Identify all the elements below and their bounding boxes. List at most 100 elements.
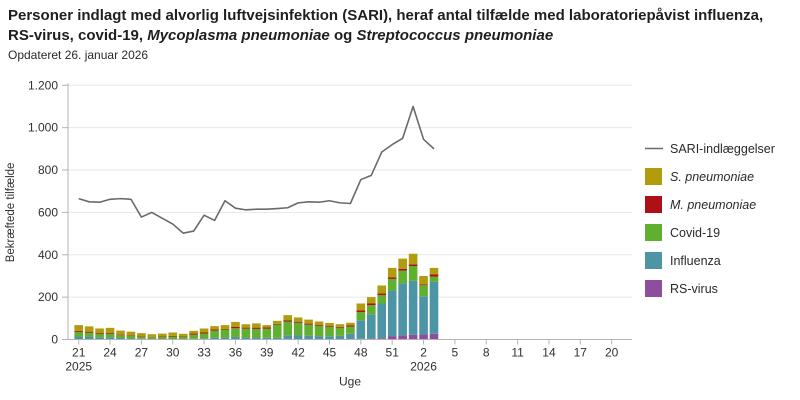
bar-segment-covid-19 bbox=[189, 334, 198, 339]
legend-label-s-pneumoniae: S. pneumoniae bbox=[670, 170, 754, 184]
bar-segment-rs-virus bbox=[408, 334, 418, 340]
bar-segment-influenza bbox=[262, 337, 272, 340]
bar-segment-influenza bbox=[293, 335, 303, 340]
bar-segment-s-pneumoniae bbox=[220, 325, 230, 329]
x-tick-label: 36 bbox=[229, 346, 243, 360]
bar-segment-influenza bbox=[429, 281, 439, 334]
bar-segment-covid-19 bbox=[95, 333, 104, 338]
bar-segment-s-pneumoniae bbox=[147, 334, 157, 337]
bar-segment-m-pneumoniae bbox=[105, 332, 115, 334]
bar-segment-influenza bbox=[398, 283, 407, 336]
bar-segment-influenza bbox=[304, 335, 313, 340]
x-axis-title: Uge bbox=[339, 375, 361, 389]
title-segment: og bbox=[329, 27, 357, 44]
bar-segment-s-pneumoniae bbox=[178, 333, 188, 337]
bar-segment-s-pneumoniae bbox=[241, 324, 251, 328]
bar-segment-covid-19 bbox=[283, 321, 292, 336]
x-tick-label: 45 bbox=[323, 346, 337, 360]
legend-label-influenza: Influenza bbox=[670, 254, 721, 268]
bar-segment-covid-19 bbox=[314, 325, 324, 337]
x-tick-label: 33 bbox=[197, 346, 211, 360]
bar-segment-covid-19 bbox=[356, 312, 366, 321]
bar-segment-covid-19 bbox=[335, 327, 345, 336]
bar-segment-rs-virus bbox=[387, 336, 397, 340]
bar-segment-m-pneumoniae bbox=[95, 333, 104, 334]
bar-segment-influenza bbox=[387, 290, 397, 337]
bar-segment-m-pneumoniae bbox=[419, 284, 428, 286]
bar-segment-m-pneumoniae bbox=[314, 325, 324, 326]
x-tick-label: 42 bbox=[291, 346, 305, 360]
bar-segment-m-pneumoniae bbox=[189, 333, 198, 335]
bar-segment-covid-19 bbox=[272, 324, 282, 338]
bar-segment-influenza bbox=[95, 337, 104, 340]
title-segment: Personer indlagt med alvorlig luftvejsin… bbox=[8, 7, 764, 44]
legend-label-sari-indl-ggelser: SARI-indlæggelser bbox=[670, 142, 775, 156]
title-segment: Streptococcus pneumoniae bbox=[356, 27, 554, 44]
bar-segment-s-pneumoniae bbox=[356, 303, 366, 311]
x-tick-label: 21 bbox=[72, 346, 86, 360]
bar-segment-s-pneumoniae bbox=[293, 317, 303, 322]
bar-segment-m-pneumoniae bbox=[137, 336, 146, 337]
bar-segment-m-pneumoniae bbox=[241, 327, 251, 329]
bar-segment-m-pneumoniae bbox=[387, 277, 397, 279]
y-tick-label: 600 bbox=[38, 205, 58, 219]
bar-segment-s-pneumoniae bbox=[419, 275, 428, 285]
bar-segment-m-pneumoniae bbox=[356, 310, 366, 313]
x-tick-label: 24 bbox=[103, 346, 117, 360]
bar-segment-covid-19 bbox=[262, 328, 272, 338]
bar-segment-covid-19 bbox=[84, 332, 94, 337]
y-tick-label: 800 bbox=[38, 163, 58, 177]
bar-segment-rs-virus bbox=[419, 334, 428, 340]
legend-swatch-covid-19 bbox=[645, 224, 662, 241]
bar-segment-s-pneumoniae bbox=[231, 321, 240, 328]
bar-segment-covid-19 bbox=[346, 326, 355, 334]
bar-segment-covid-19 bbox=[304, 324, 313, 336]
bar-segment-influenza bbox=[346, 333, 355, 340]
bar-segment-influenza bbox=[252, 337, 261, 340]
bar-segment-s-pneumoniae bbox=[199, 328, 209, 333]
bar-segment-s-pneumoniae bbox=[210, 326, 219, 330]
bar-segment-covid-19 bbox=[147, 337, 157, 340]
legend-swatch-m-pneumoniae bbox=[645, 196, 662, 213]
bar-segment-s-pneumoniae bbox=[95, 328, 104, 334]
bar-segment-m-pneumoniae bbox=[429, 274, 439, 277]
y-tick-label: 0 bbox=[51, 333, 58, 347]
bar-segment-s-pneumoniae bbox=[346, 322, 355, 326]
bar-segment-s-pneumoniae bbox=[272, 320, 282, 324]
legend-label-covid-19: Covid-19 bbox=[670, 226, 720, 240]
bar-segment-s-pneumoniae bbox=[189, 330, 198, 334]
bar-segment-m-pneumoniae bbox=[158, 336, 167, 337]
bar-segment-covid-19 bbox=[126, 335, 136, 339]
bar-segment-influenza bbox=[335, 335, 345, 340]
bar-segment-influenza bbox=[199, 338, 209, 340]
bar-segment-influenza bbox=[116, 338, 125, 340]
bar-segment-s-pneumoniae bbox=[126, 331, 136, 336]
bar-segment-m-pneumoniae bbox=[398, 268, 407, 271]
bar-segment-covid-19 bbox=[377, 295, 387, 304]
legend-label-rs-virus: RS-virus bbox=[670, 282, 718, 296]
bar-segment-m-pneumoniae bbox=[262, 327, 272, 329]
bar-segment-influenza bbox=[231, 336, 240, 340]
bar-segment-m-pneumoniae bbox=[210, 329, 219, 331]
y-tick-label: 1.200 bbox=[28, 78, 58, 92]
bar-segment-m-pneumoniae bbox=[252, 327, 261, 329]
x-tick-label: 48 bbox=[354, 346, 368, 360]
bar-segment-rs-virus bbox=[398, 335, 407, 340]
bar-segment-influenza bbox=[325, 336, 334, 340]
bar-segment-s-pneumoniae bbox=[387, 267, 397, 278]
bar-segment-influenza bbox=[84, 336, 94, 340]
bar-segment-m-pneumoniae bbox=[335, 326, 345, 328]
chart-subtitle: Opdateret 26. januar 2026 bbox=[8, 48, 149, 62]
bar-segment-covid-19 bbox=[398, 270, 407, 284]
chart-title: Personer indlagt med alvorlig luftvejsin… bbox=[8, 6, 792, 46]
bar-segment-s-pneumoniae bbox=[116, 330, 125, 335]
bar-segment-s-pneumoniae bbox=[262, 325, 272, 328]
bar-segment-m-pneumoniae bbox=[126, 335, 136, 336]
bar-segment-s-pneumoniae bbox=[158, 333, 167, 337]
bar-segment-influenza bbox=[220, 337, 230, 340]
bar-segment-m-pneumoniae bbox=[377, 293, 387, 296]
bar-segment-m-pneumoniae bbox=[304, 323, 313, 325]
bar-segment-s-pneumoniae bbox=[252, 323, 261, 328]
x-tick-label: 8 bbox=[483, 346, 490, 360]
